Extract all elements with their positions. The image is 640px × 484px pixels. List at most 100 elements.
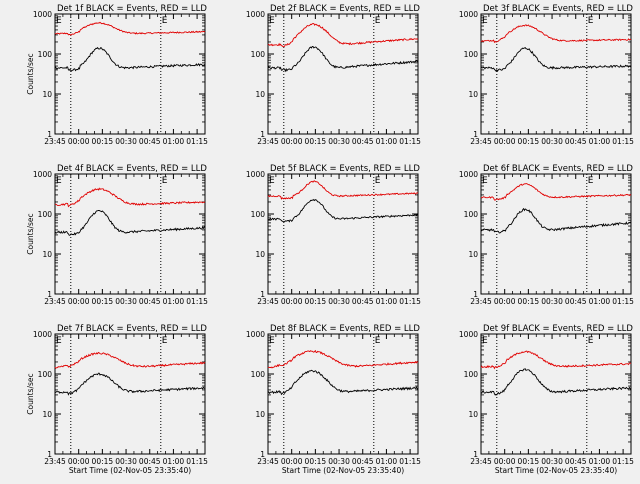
interval-marker: E [162, 16, 168, 26]
y-tick-label: 1000 [459, 10, 478, 19]
interval-marker: E [482, 16, 488, 26]
chart-title: Det 5f BLACK = Events, RED = LLD [270, 164, 420, 174]
x-tick-label: 00:30 [328, 457, 350, 466]
chart-title: Det 9f BLACK = Events, RED = LLD [483, 324, 633, 334]
chart-title: Det 8f BLACK = Events, RED = LLD [270, 324, 420, 334]
plot-frame [267, 173, 419, 295]
events-series-line [480, 47, 632, 72]
x-tick-label: 00:30 [115, 297, 137, 306]
x-axis-label: Start Time (02-Nov-05 23:35:40) [69, 466, 191, 475]
lld-series-line [54, 187, 206, 208]
x-tick-label: 00:15 [305, 297, 327, 306]
y-tick-label: 1000 [246, 170, 265, 179]
interval-marker: E [162, 336, 168, 346]
y-axis-label: Counts/sec [26, 373, 35, 414]
x-tick-label: 01:15 [399, 137, 421, 146]
x-tick-label: 00:00 [68, 457, 90, 466]
x-tick-label: 01:00 [163, 457, 185, 466]
chart-title: Det 7f BLACK = Events, RED = LLD [57, 324, 207, 334]
y-tick-label: 1 [47, 290, 52, 299]
plot-frame [480, 173, 632, 295]
x-tick-label: 23:45 [44, 457, 66, 466]
chart-panel-det-2f: Det 2f BLACK = Events, RED = LLD 1 10 100 10… [246, 4, 421, 146]
events-series-line [54, 372, 206, 396]
x-tick-label: 00:30 [328, 297, 350, 306]
x-tick-label: 00:45 [139, 297, 161, 306]
interval-marker: E [588, 16, 594, 26]
x-tick-label: 23:45 [257, 137, 279, 146]
interval-marker: E [588, 176, 594, 186]
x-tick-label: 00:45 [352, 137, 374, 146]
x-tick-label: 01:00 [376, 137, 398, 146]
y-tick-label: 1 [473, 290, 478, 299]
x-tick-label: 00:45 [565, 297, 587, 306]
y-tick-label: 1000 [246, 330, 265, 339]
y-tick-label: 1 [473, 450, 478, 459]
y-tick-label: 1000 [33, 170, 52, 179]
chart-panel-det-7f: Det 7f BLACK = Events, RED = LLD 1 10 100 10… [26, 324, 208, 475]
interval-marker: E [269, 16, 275, 26]
chart-panel-det-3f: Det 3f BLACK = Events, RED = LLD 1 10 100 10… [459, 4, 634, 146]
x-tick-label: 00:00 [494, 137, 516, 146]
x-tick-label: 00:00 [494, 297, 516, 306]
x-tick-label: 00:45 [352, 297, 374, 306]
interval-marker: E [269, 176, 275, 186]
chart-panel-det-5f: Det 5f BLACK = Events, RED = LLD 1 10 100 10… [246, 164, 421, 306]
lld-series-line [480, 350, 632, 370]
x-tick-label: 01:00 [589, 297, 611, 306]
y-tick-label: 100 [251, 50, 266, 59]
y-tick-label: 1000 [246, 10, 265, 19]
y-tick-label: 100 [251, 370, 266, 379]
x-tick-label: 01:00 [376, 457, 398, 466]
x-tick-label: 01:00 [163, 137, 185, 146]
x-tick-label: 01:15 [399, 297, 421, 306]
plot-frame [54, 13, 206, 135]
y-tick-label: 10 [468, 250, 478, 259]
chart-title: Det 1f BLACK = Events, RED = LLD [57, 4, 207, 14]
x-tick-label: 01:15 [186, 297, 208, 306]
x-tick-label: 00:15 [305, 457, 327, 466]
x-tick-label: 01:00 [589, 137, 611, 146]
interval-marker: E [375, 16, 381, 26]
y-tick-label: 100 [464, 50, 479, 59]
x-tick-label: 01:15 [612, 457, 634, 466]
x-tick-label: 00:30 [541, 137, 563, 146]
x-tick-label: 01:00 [589, 457, 611, 466]
chart-panel-det-6f: Det 6f BLACK = Events, RED = LLD 1 10 100 10… [459, 164, 634, 306]
y-tick-label: 10 [255, 90, 265, 99]
x-tick-label: 00:30 [115, 457, 137, 466]
plot-frame [54, 173, 206, 295]
lld-series-line [267, 180, 419, 200]
y-tick-label: 1000 [33, 330, 52, 339]
y-tick-label: 100 [38, 210, 53, 219]
plot-frame [480, 333, 632, 455]
x-tick-label: 00:00 [281, 297, 303, 306]
events-series-line [267, 46, 419, 73]
y-tick-label: 1000 [33, 10, 52, 19]
chart-title: Det 3f BLACK = Events, RED = LLD [483, 4, 633, 14]
y-tick-label: 100 [464, 370, 479, 379]
plot-frame [54, 333, 206, 455]
lld-series-line [480, 24, 632, 44]
y-tick-label: 100 [38, 50, 53, 59]
y-tick-label: 1 [260, 130, 265, 139]
y-tick-label: 10 [255, 250, 265, 259]
x-tick-label: 00:00 [281, 137, 303, 146]
chart-panel-det-4f: Det 4f BLACK = Events, RED = LLD 1 10 100 10… [26, 164, 208, 306]
x-tick-label: 00:30 [328, 137, 350, 146]
x-tick-label: 23:45 [470, 297, 492, 306]
y-tick-label: 10 [42, 250, 52, 259]
x-axis-label: Start Time (02-Nov-05 23:35:40) [495, 466, 617, 475]
x-tick-label: 00:15 [518, 297, 540, 306]
lld-series-line [267, 23, 419, 48]
x-tick-label: 00:30 [541, 297, 563, 306]
interval-marker: E [56, 176, 62, 186]
x-tick-label: 23:45 [257, 457, 279, 466]
interval-marker: E [375, 336, 381, 346]
x-tick-label: 00:45 [565, 137, 587, 146]
y-tick-label: 10 [42, 90, 52, 99]
y-axis-label: Counts/sec [26, 53, 35, 94]
lld-series-line [480, 183, 632, 201]
chart-panel-det-1f: Det 1f BLACK = Events, RED = LLD 1 10 100 10… [26, 4, 208, 146]
